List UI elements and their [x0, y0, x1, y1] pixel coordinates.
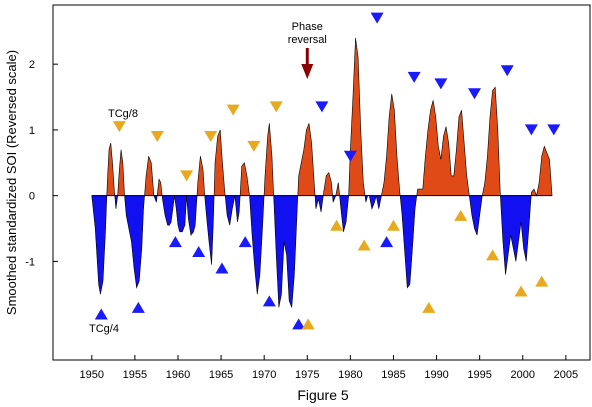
tc-marker-orange-down [226, 104, 240, 116]
phase-reversal-label-line1: Phase [292, 21, 323, 33]
tc-marker-orange-up [535, 275, 549, 287]
tc-marker-orange-up [454, 209, 468, 221]
y-tick-label: -1 [25, 256, 35, 268]
tc-marker-blue-up [262, 295, 276, 307]
tc-marker-orange-up [301, 318, 315, 330]
plot-frame [52, 4, 591, 361]
y-tick-label: 1 [29, 125, 35, 137]
tc-marker-blue-down [547, 124, 561, 136]
soi-area-series [91, 37, 553, 308]
tc-marker-orange-down [150, 130, 164, 142]
tc-marker-blue-down [315, 101, 329, 113]
x-tick-label: 1985 [381, 369, 405, 381]
tc-marker-orange-up [330, 219, 344, 231]
tc-marker-blue-up [168, 236, 182, 248]
tc-markers [94, 12, 561, 330]
tc-bottom-annotation: TCg/4 [89, 323, 119, 335]
tc-marker-orange-up [514, 285, 528, 297]
tc-marker-orange-down [112, 121, 126, 133]
positive-soi-area [91, 37, 553, 197]
tc-marker-blue-down [407, 71, 421, 83]
x-tick-label: 1980 [338, 369, 362, 381]
tc-marker-orange-down [180, 170, 194, 182]
tc-marker-blue-down [434, 78, 448, 90]
x-tick-label: 1960 [166, 369, 190, 381]
y-tick-label: 2 [29, 59, 35, 71]
y-tick-label: 0 [29, 191, 35, 203]
tc-marker-blue-up [215, 262, 229, 274]
x-tick-label: 1965 [209, 369, 233, 381]
axis-ticks: 1950 1955 1960 1965 1970 1975 1980 1985 1990 1995… [25, 59, 578, 381]
x-tick-label: 1995 [467, 369, 491, 381]
tc-marker-blue-down [524, 124, 538, 136]
x-tick-label: 2000 [511, 369, 535, 381]
tc-marker-blue-up [131, 301, 145, 313]
phase-arrow-head [301, 64, 314, 79]
tc-marker-blue-up [380, 236, 394, 248]
phase-reversal-arrow-icon [301, 48, 314, 79]
tc-marker-orange-down [204, 130, 218, 142]
negative-soi-area [91, 195, 553, 308]
x-tick-label: 2005 [554, 369, 578, 381]
tc-marker-blue-up [292, 318, 306, 330]
tc-marker-blue-up [94, 308, 108, 320]
tc-marker-blue-down [370, 12, 384, 24]
tc-marker-blue-down [467, 88, 481, 100]
tc-marker-orange-up [386, 219, 400, 231]
x-tick-label: 1950 [80, 369, 104, 381]
tc-marker-orange-up [357, 239, 371, 251]
x-tick-label: 1955 [123, 369, 147, 381]
x-tick-label: 1990 [424, 369, 448, 381]
tc-top-annotation: TCg/8 [108, 108, 138, 120]
tc-marker-blue-down [343, 150, 357, 162]
y-axis-title: Smoothed standardized SOI (Reversed scal… [4, 50, 19, 315]
tc-marker-blue-up [238, 236, 252, 248]
tc-marker-orange-up [486, 249, 500, 261]
tc-marker-orange-up [422, 301, 436, 313]
tc-marker-orange-down [269, 101, 283, 113]
tc-marker-blue-down [500, 65, 514, 77]
x-tick-label: 1970 [252, 369, 276, 381]
tc-marker-blue-up [192, 246, 206, 258]
x-tick-label: 1975 [295, 369, 319, 381]
tc-marker-orange-down [247, 140, 261, 152]
figure-caption: Figure 5 [297, 387, 349, 403]
phase-reversal-label-line2: reversal [288, 34, 327, 46]
